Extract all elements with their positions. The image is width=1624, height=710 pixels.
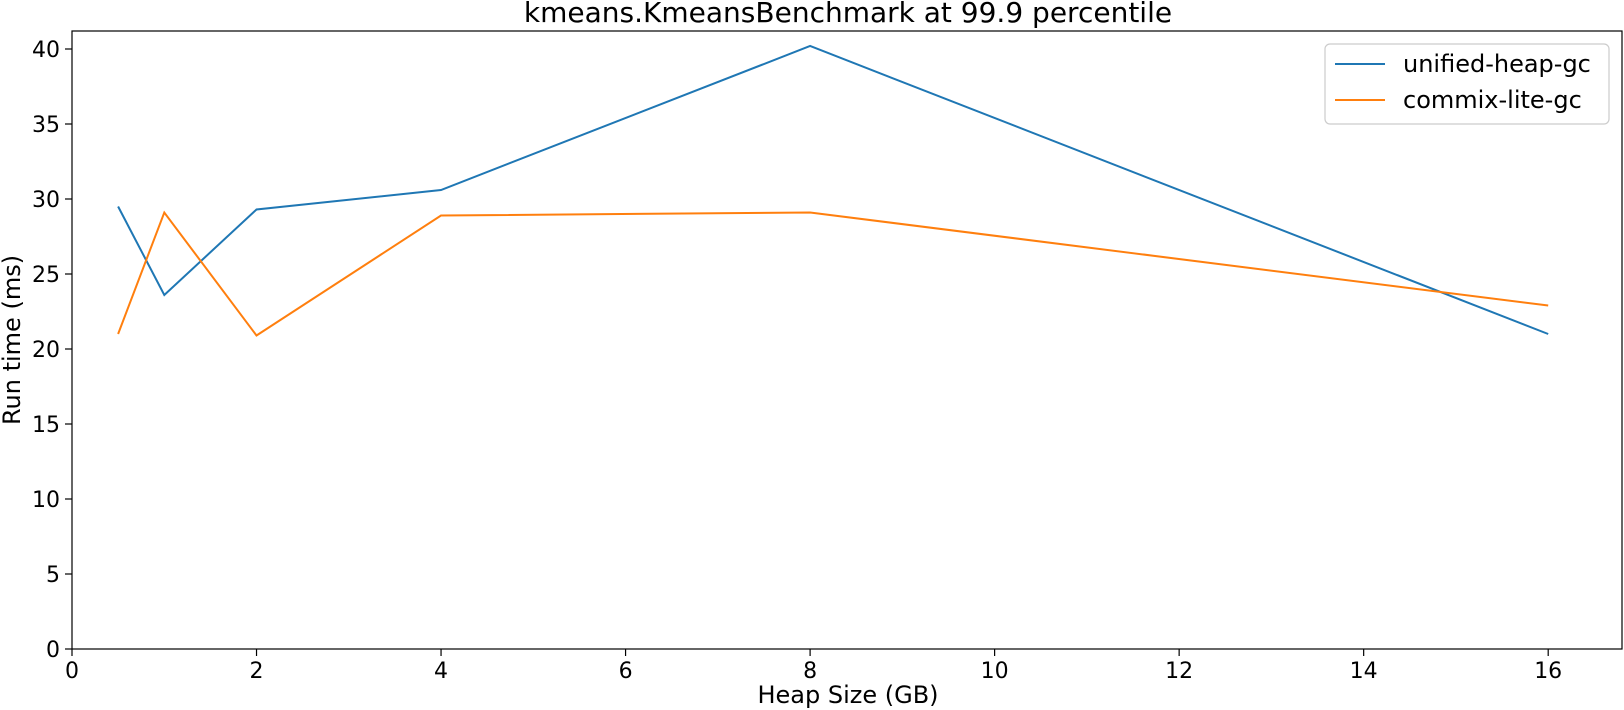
x-tick-label: 2: [250, 659, 264, 684]
y-axis: 0 5 10 15 20 25 30 35 40: [32, 38, 72, 663]
y-tick-label: 20: [32, 338, 60, 363]
legend-box: [1324, 43, 1610, 125]
x-tick-label: 6: [619, 659, 633, 684]
y-tick-label: 30: [32, 188, 60, 213]
x-tick-label: 12: [1165, 659, 1193, 684]
y-tick-label: 15: [32, 413, 60, 438]
y-tick-label: 10: [32, 488, 60, 513]
x-tick-label: 14: [1350, 659, 1378, 684]
legend-label: unified-heap-gc: [1403, 50, 1591, 78]
x-tick-label: 4: [434, 659, 448, 684]
y-tick-label: 25: [32, 263, 60, 288]
x-tick-label: 0: [65, 659, 79, 684]
x-tick-label: 8: [803, 659, 817, 684]
x-axis-label: Heap Size (GB): [757, 681, 938, 709]
series-line-commix-lite-gc: [117, 210, 1549, 337]
legend: unified-heap-gc commix-lite-gc: [1324, 43, 1610, 125]
y-tick-label: 0: [46, 638, 60, 663]
x-tick-label: 10: [981, 659, 1009, 684]
legend-label: commix-lite-gc: [1403, 86, 1582, 114]
x-axis: 0 2 4 6 8 10 12 14 16: [65, 649, 1562, 684]
x-tick-label: 16: [1534, 659, 1562, 684]
y-tick-label: 35: [32, 113, 60, 138]
y-tick-label: 40: [32, 38, 60, 63]
plot-lines: [117, 44, 1549, 337]
chart-title: kmeans.KmeansBenchmark at 99.9 percentil…: [524, 0, 1172, 29]
y-axis-label: Run time (ms): [0, 255, 26, 425]
y-tick-label: 5: [46, 563, 60, 588]
series-line-unified-heap-gc: [117, 44, 1549, 335]
plot-frame: [71, 30, 1623, 650]
